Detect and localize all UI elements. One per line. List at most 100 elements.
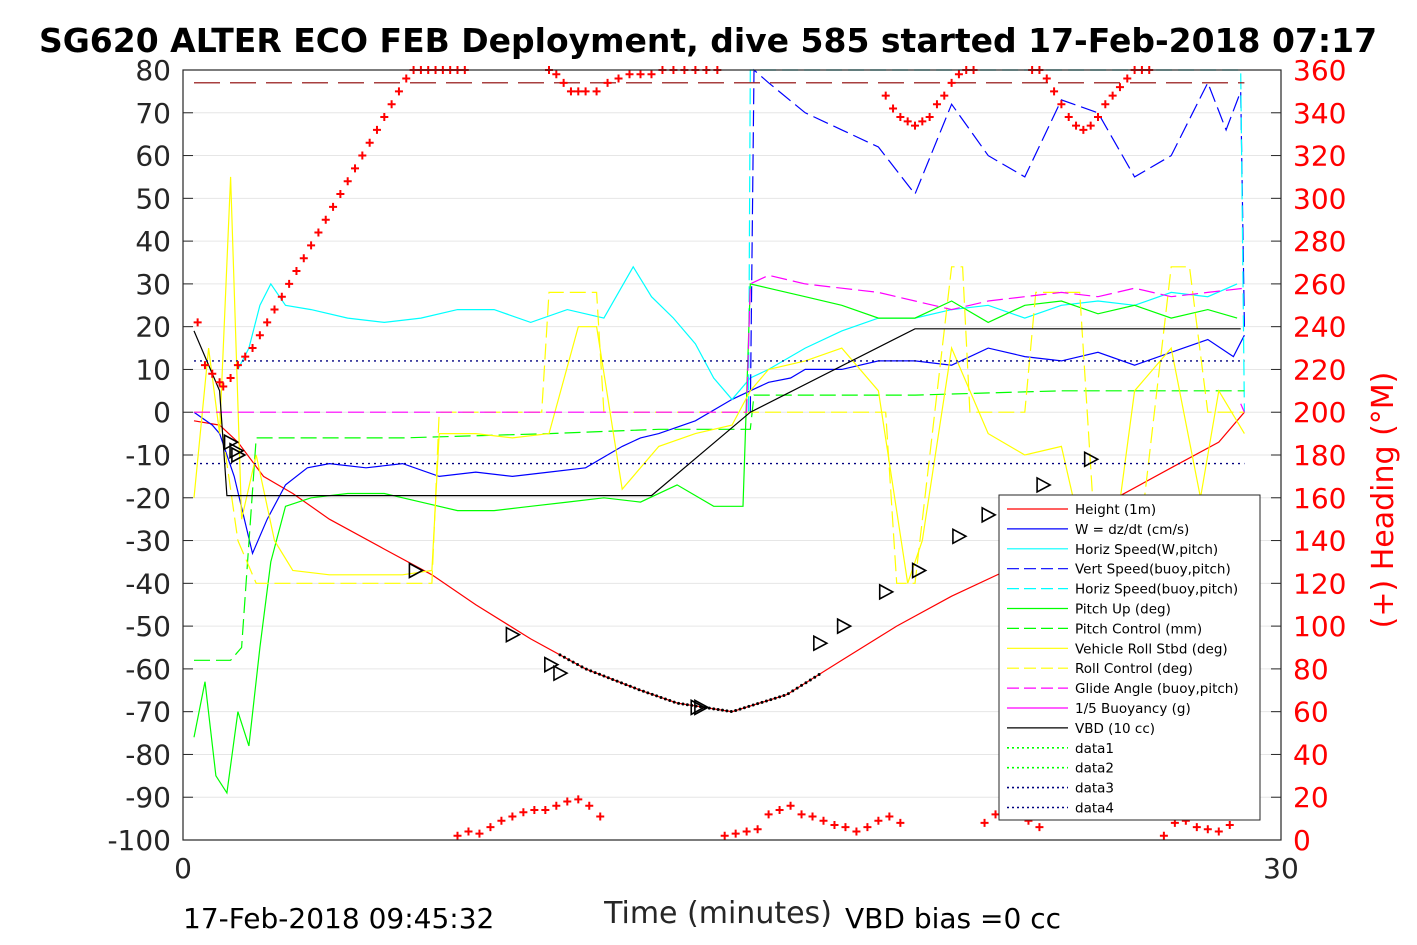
left-tick-label: 20: [135, 311, 171, 344]
heading-point: [508, 812, 517, 821]
heading-point: [1035, 823, 1044, 832]
left-tick-label: 60: [135, 140, 171, 173]
heading-point: [918, 117, 927, 126]
right-tick-label: 140: [1293, 525, 1346, 558]
series-line-9: [194, 274, 1245, 413]
heading-point: [603, 78, 612, 87]
depth-marker: [911, 562, 928, 579]
sample-dot: [602, 674, 606, 678]
sample-dot: [769, 698, 773, 702]
left-tick-label: -20: [125, 482, 171, 515]
heading-point: [387, 100, 396, 109]
sample-dot: [650, 692, 654, 696]
left-tick-label: 50: [135, 182, 171, 215]
sample-dot: [606, 676, 610, 680]
sample-dot: [738, 707, 742, 711]
sample-dot: [720, 708, 724, 712]
sample-dot: [690, 703, 694, 707]
depth-marker: [690, 699, 706, 716]
heading-point: [1086, 121, 1095, 130]
sample-dot: [703, 705, 707, 709]
sample-dot: [641, 689, 645, 693]
heading-point: [1064, 113, 1073, 122]
sample-dot: [619, 681, 623, 685]
heading-point: [903, 117, 912, 126]
heading-point: [486, 823, 495, 832]
depth-marker: [223, 433, 240, 451]
left-tick-label: 10: [135, 353, 171, 386]
heading-point: [226, 374, 235, 382]
heading-point: [925, 113, 934, 122]
sample-dot: [817, 672, 821, 676]
sample-dot: [571, 660, 575, 664]
heading-point: [874, 816, 883, 825]
heading-point: [808, 812, 817, 821]
sample-dot: [751, 703, 755, 707]
heading-point: [614, 74, 623, 83]
heading-point: [1203, 825, 1212, 834]
right-axis-label: (+) Heading (°M): [1366, 372, 1401, 629]
sample-dot: [576, 662, 580, 666]
legend-label: Horiz Speed(W,pitch): [1075, 542, 1218, 558]
sample-dot: [791, 689, 795, 693]
heading-point: [299, 254, 308, 263]
depth-marker: [408, 562, 425, 579]
sample-dot: [633, 686, 637, 690]
legend-label: Roll Control (deg): [1075, 661, 1193, 677]
heading-point: [277, 292, 286, 301]
heading-point: [592, 87, 601, 96]
depth-marker: [952, 527, 968, 545]
markers-layer: [223, 433, 1100, 716]
right-tick-label: 40: [1293, 738, 1329, 771]
sample-dot: [567, 658, 571, 662]
series-line-1: [193, 334, 1245, 556]
heading-point: [574, 795, 583, 804]
sample-dot: [725, 709, 729, 713]
legend-label: Vert Speed(buoy,pitch): [1075, 562, 1231, 578]
legend-box: [998, 494, 1261, 821]
heading-point: [208, 369, 217, 378]
sample-dot: [562, 655, 566, 659]
sample-dot: [611, 677, 615, 681]
sample-dot: [584, 667, 588, 671]
heading-point: [819, 816, 828, 825]
right-tick-label: 220: [1293, 353, 1346, 386]
sample-dot: [729, 710, 733, 714]
left-tick-label: 70: [135, 97, 171, 130]
right-tick-label: 320: [1293, 140, 1346, 173]
right-tick-label: 340: [1293, 97, 1346, 130]
heading-point: [475, 829, 484, 838]
heading-point: [881, 91, 890, 100]
footer-timestamp: 17-Feb-2018 09:45:32: [183, 902, 494, 935]
sample-dot: [668, 699, 672, 703]
heading-point: [786, 801, 795, 810]
depth-marker: [553, 664, 569, 682]
legend-label: data4: [1075, 801, 1114, 817]
heading-point: [932, 100, 941, 109]
legend-label: data2: [1075, 761, 1114, 777]
heading-point: [889, 104, 898, 113]
heading-point: [647, 70, 656, 79]
sample-dot: [672, 700, 676, 704]
heading-point: [351, 164, 360, 173]
right-tick-label: 0: [1293, 824, 1311, 857]
heading-point: [530, 806, 539, 815]
depth-marker: [813, 634, 829, 652]
heading-point: [402, 74, 411, 83]
series-line-5: [193, 283, 1238, 795]
sample-dot: [628, 684, 632, 688]
heading-point: [1159, 831, 1168, 840]
heading-point: [248, 344, 257, 353]
depth-marker: [1083, 450, 1100, 468]
depth-marker: [544, 656, 560, 673]
sample-dot: [615, 679, 619, 683]
depth-marker: [505, 626, 522, 644]
heading-point: [1214, 827, 1223, 836]
heading-point: [1101, 100, 1110, 109]
heading-point: [742, 827, 751, 836]
heading-point: [1057, 100, 1066, 109]
depth-marker: [229, 442, 245, 460]
sample-dot: [685, 703, 689, 707]
heading-point: [497, 816, 506, 825]
heading-point: [343, 177, 352, 186]
